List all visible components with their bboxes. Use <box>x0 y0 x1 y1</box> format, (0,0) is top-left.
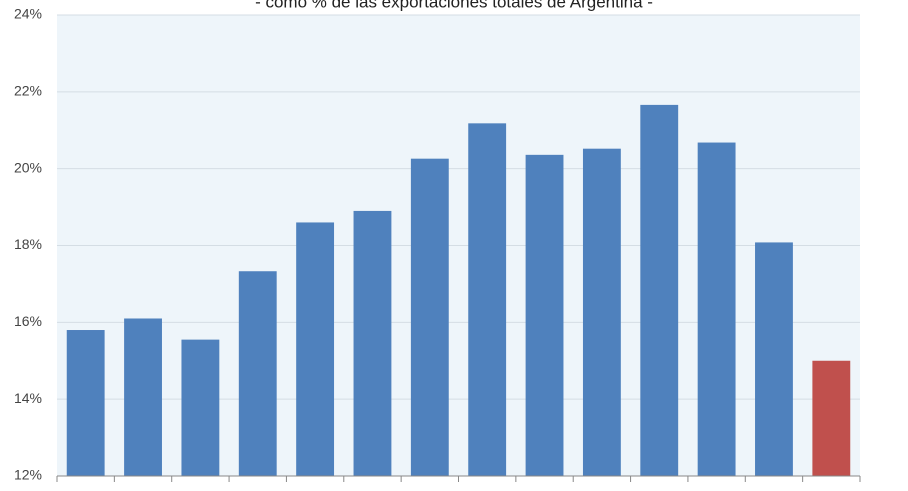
y-tick-label: 12% <box>14 467 42 483</box>
bar <box>181 339 220 476</box>
bar <box>640 104 679 477</box>
bar <box>66 330 105 476</box>
y-tick-label: 16% <box>14 313 42 329</box>
chart-title: - como % de las exportaciones totales de… <box>255 0 653 11</box>
bar <box>353 210 392 477</box>
y-tick-label: 20% <box>14 159 42 175</box>
bar <box>238 271 277 476</box>
bar <box>697 142 736 476</box>
y-tick-label: 18% <box>14 236 42 252</box>
bar <box>812 360 851 476</box>
bar <box>410 158 449 476</box>
y-tick-label: 22% <box>14 83 42 99</box>
bar <box>582 148 621 476</box>
bar <box>124 318 162 476</box>
bar <box>755 242 793 476</box>
bar <box>296 222 335 476</box>
y-tick-label: 24% <box>14 6 42 22</box>
bar <box>525 154 564 476</box>
y-tick-label: 14% <box>14 390 42 406</box>
bar <box>468 123 507 477</box>
